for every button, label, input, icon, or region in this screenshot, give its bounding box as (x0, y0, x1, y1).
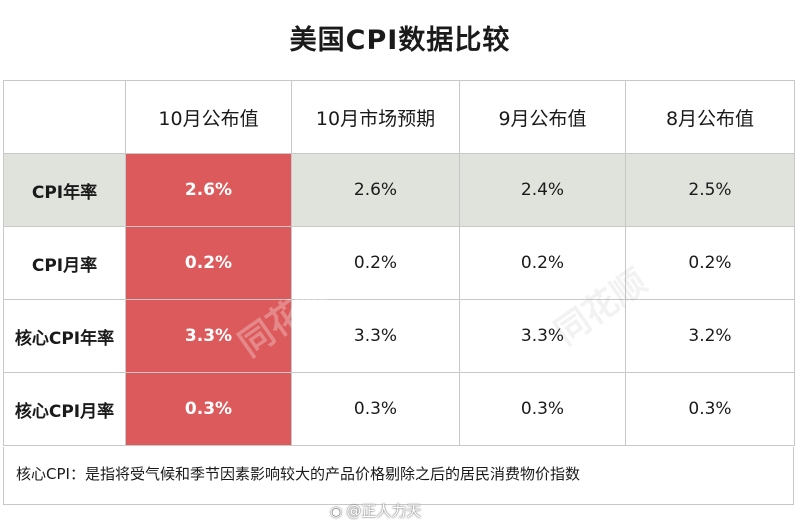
cell-value: 0.3% (459, 372, 626, 446)
cell-value: 3.2% (625, 299, 795, 373)
header-corner (3, 80, 126, 154)
cell-value: 0.2% (625, 226, 795, 300)
row-label: CPI年率 (3, 153, 126, 227)
header-sep-actual: 9月公布值 (459, 80, 626, 154)
table-row: 核心CPI月率 0.3% 0.3% 0.3% 0.3% (3, 372, 795, 446)
header-row: 10月公布值 10月市场预期 9月公布值 8月公布值 (3, 80, 795, 154)
table-row: CPI月率 0.2% 0.2% 0.2% 0.2% (3, 226, 795, 300)
row-label: CPI月率 (3, 226, 126, 300)
cell-value: 0.2% (459, 226, 626, 300)
table-row: 核心CPI年率 3.3% 3.3% 3.3% 3.2% (3, 299, 795, 373)
header-aug-actual: 8月公布值 (625, 80, 795, 154)
table-row: CPI年率 2.6% 2.6% 2.4% 2.5% (3, 153, 795, 227)
header-oct-actual: 10月公布值 (125, 80, 292, 154)
cell-value: 0.3% (625, 372, 795, 446)
cell-value: 3.3% (459, 299, 626, 373)
footnote: 核心CPI：是指将受气候和季节因素影响较大的产品价格剔除之后的居民消费物价指数 (3, 447, 794, 505)
cpi-table: 10月公布值 10月市场预期 9月公布值 8月公布值 CPI年率 2.6% 2.… (3, 80, 795, 446)
credit-text: @正人力天 (346, 502, 422, 520)
cell-value: 0.2% (291, 226, 460, 300)
cell-value: 0.3% (125, 372, 292, 446)
cell-value: 2.6% (291, 153, 460, 227)
row-label: 核心CPI年率 (3, 299, 126, 373)
cell-value: 0.3% (291, 372, 460, 446)
cpi-table-wrap: 10月公布值 10月市场预期 9月公布值 8月公布值 CPI年率 2.6% 2.… (3, 80, 795, 447)
row-label: 核心CPI月率 (3, 372, 126, 446)
cell-value: 2.4% (459, 153, 626, 227)
cell-value: 2.6% (125, 153, 292, 227)
cell-value: 0.2% (125, 226, 292, 300)
cell-value: 2.5% (625, 153, 795, 227)
cell-value: 3.3% (291, 299, 460, 373)
weibo-icon: ◉ (330, 504, 343, 520)
cell-value: 3.3% (125, 299, 292, 373)
header-oct-forecast: 10月市场预期 (291, 80, 460, 154)
weibo-credit: ◉ @正人力天 (330, 500, 421, 521)
chart-title: 美国CPI数据比较 (289, 25, 511, 56)
